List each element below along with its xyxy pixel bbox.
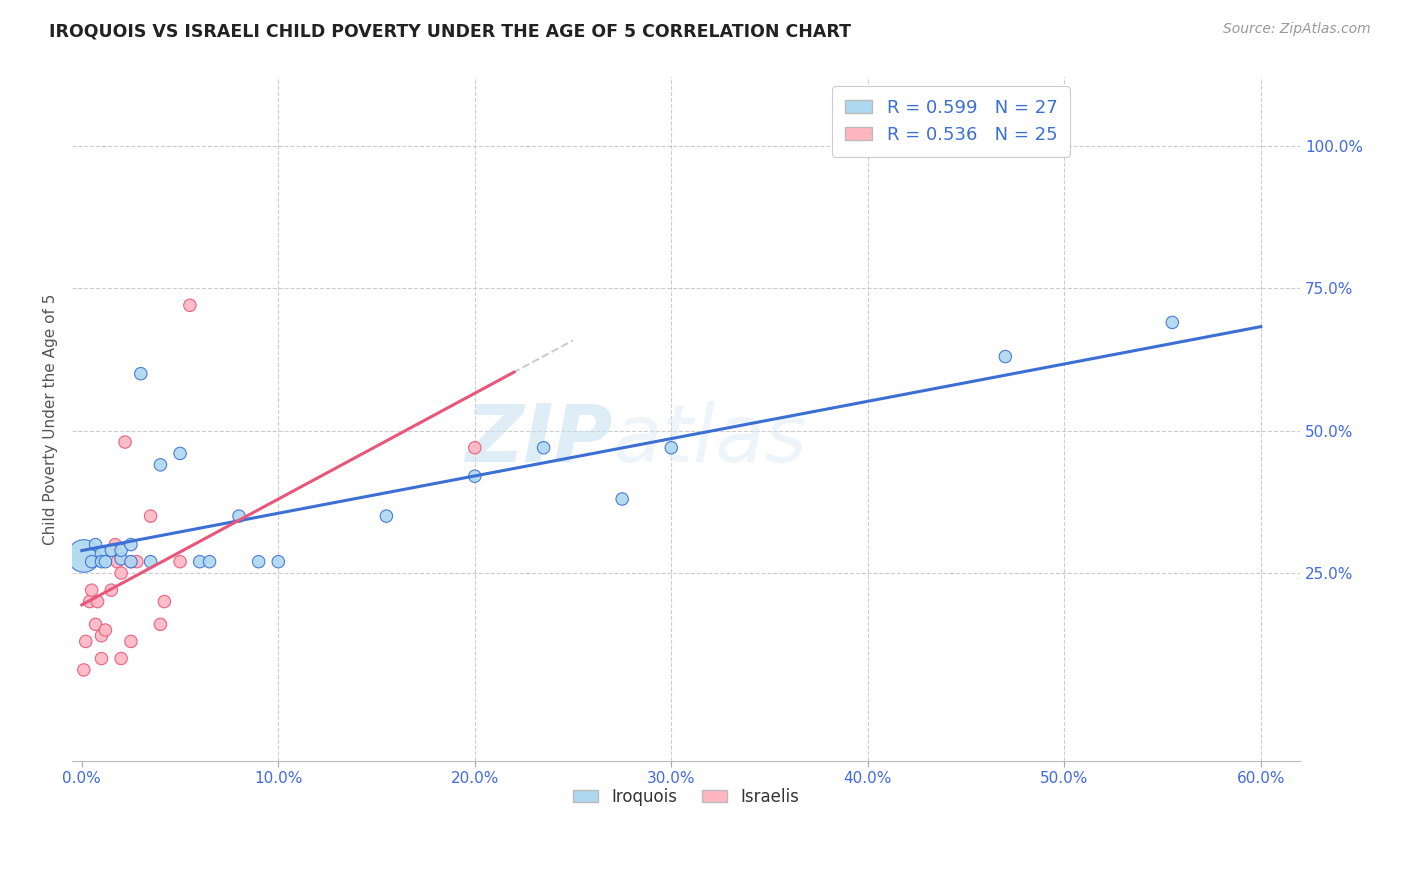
Point: [228, 509, 250, 524]
Point: [139, 555, 162, 569]
Point: [94, 555, 117, 569]
Point: [179, 298, 201, 312]
Point: [375, 509, 398, 524]
Point: [120, 634, 142, 648]
Point: [86, 594, 108, 608]
Point: [464, 441, 486, 455]
Point: [100, 543, 122, 558]
Point: [120, 538, 142, 552]
Point: [80, 583, 103, 598]
Text: Source: ZipAtlas.com: Source: ZipAtlas.com: [1223, 22, 1371, 37]
Point: [169, 446, 191, 460]
Point: [75, 634, 97, 648]
Point: [90, 546, 112, 560]
Point: [464, 469, 486, 483]
Point: [110, 543, 132, 558]
Point: [73, 549, 96, 563]
Point: [247, 555, 270, 569]
Point: [114, 435, 136, 450]
Text: atlas: atlas: [613, 401, 807, 479]
Point: [90, 629, 112, 643]
Point: [110, 551, 132, 566]
Point: [104, 538, 127, 552]
Point: [90, 651, 112, 665]
Point: [125, 555, 148, 569]
Point: [80, 555, 103, 569]
Text: IROQUOIS VS ISRAELI CHILD POVERTY UNDER THE AGE OF 5 CORRELATION CHART: IROQUOIS VS ISRAELI CHILD POVERTY UNDER …: [49, 22, 851, 40]
Text: ZIP: ZIP: [465, 401, 613, 479]
Point: [198, 555, 221, 569]
Point: [73, 663, 96, 677]
Point: [188, 555, 211, 569]
Point: [79, 594, 101, 608]
Point: [139, 509, 162, 524]
Point: [110, 651, 132, 665]
Point: [612, 491, 634, 506]
Point: [994, 350, 1017, 364]
Point: [149, 617, 172, 632]
Point: [267, 555, 290, 569]
Point: [149, 458, 172, 472]
Legend: Iroquois, Israelis: Iroquois, Israelis: [564, 780, 807, 814]
Point: [129, 367, 152, 381]
Point: [94, 623, 117, 637]
Point: [80, 555, 103, 569]
Point: [110, 566, 132, 580]
Point: [90, 555, 112, 569]
Point: [1161, 315, 1184, 329]
Point: [105, 555, 128, 569]
Point: [120, 555, 142, 569]
Point: [84, 538, 107, 552]
Point: [84, 617, 107, 632]
Point: [533, 441, 555, 455]
Point: [659, 441, 682, 455]
Point: [120, 555, 142, 569]
Point: [153, 594, 176, 608]
Y-axis label: Child Poverty Under the Age of 5: Child Poverty Under the Age of 5: [44, 293, 58, 545]
Point: [169, 555, 191, 569]
Point: [100, 583, 122, 598]
